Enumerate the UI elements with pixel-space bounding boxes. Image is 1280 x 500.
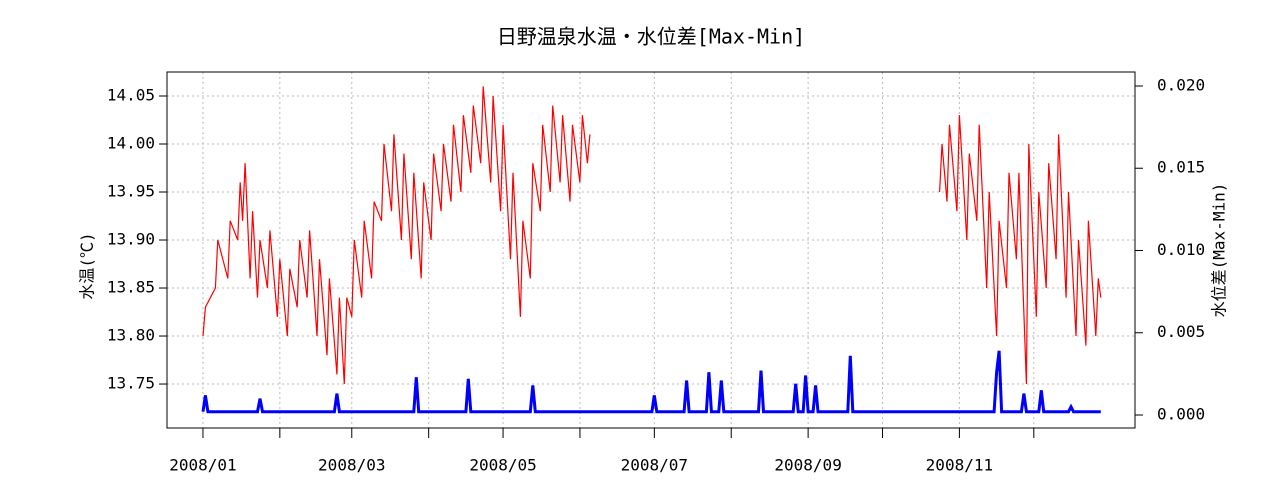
x-tick-label: 2008/09 — [774, 456, 841, 475]
x-tick-label: 2008/03 — [318, 456, 385, 475]
y-tick-label: 13.75 — [107, 374, 155, 393]
y-tick-label: 13.80 — [107, 326, 155, 345]
y2-tick-label: 0.010 — [1157, 240, 1205, 259]
y-tick-label: 13.90 — [107, 230, 155, 249]
x-tick-label: 2008/01 — [169, 456, 236, 475]
x-tick-label: 2008/05 — [469, 456, 536, 475]
y2-axis-label: 水位差(Max-Min) — [1210, 183, 1229, 318]
y2-tick-label: 0.000 — [1157, 405, 1205, 424]
y-tick-label: 13.95 — [107, 182, 155, 201]
x-tick-label: 2008/11 — [926, 456, 993, 475]
data-line — [201, 350, 1101, 414]
y2-tick-label: 0.005 — [1157, 322, 1205, 341]
x-tick-label: 2008/07 — [621, 456, 688, 475]
plot-frame — [166, 71, 1136, 429]
y2-tick-label: 0.020 — [1157, 75, 1205, 94]
data-line — [202, 86, 1102, 385]
chart-title: 日野温泉水温・水位差[Max-Min] — [497, 25, 805, 49]
y-tick-label: 13.85 — [107, 278, 155, 297]
y-axis-label: 水温(℃) — [78, 232, 97, 299]
y-tick-label: 14.00 — [107, 134, 155, 153]
y-tick-label: 14.05 — [107, 86, 155, 105]
y2-tick-label: 0.015 — [1157, 158, 1205, 177]
